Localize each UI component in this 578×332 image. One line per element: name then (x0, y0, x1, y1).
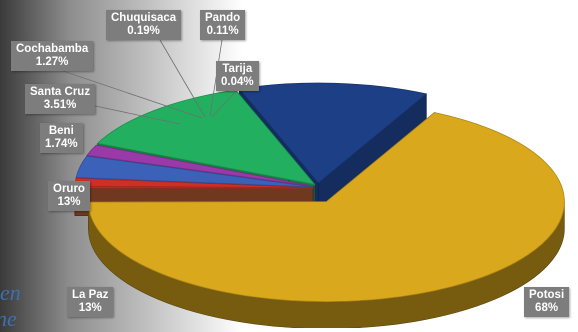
slice-value-beni: 1.74% (45, 138, 78, 151)
slice-value-oruro: 13% (53, 196, 85, 209)
slice-name-santa-cruz: Santa Cruz (30, 86, 90, 99)
slice-name-chuquisaca: Chuquisaca (111, 12, 176, 25)
data-label-chuquisaca: Chuquisaca 0.19% (106, 10, 181, 40)
slice-value-potosi: 68% (529, 302, 564, 315)
background-text-line-1: en (0, 280, 21, 306)
slice-name-tarija: Tarija (221, 63, 254, 76)
slice-name-potosi: Potosi (529, 289, 564, 302)
data-label-potosi: Potosi 68% (524, 287, 569, 317)
slice-name-beni: Beni (45, 125, 78, 138)
slice-value-santa-cruz: 3.51% (30, 99, 90, 112)
slice-value-tarija: 0.04% (221, 76, 254, 89)
data-label-tarija: Tarija 0.04% (216, 61, 259, 91)
data-label-oruro: Oruro 13% (48, 181, 90, 211)
slice-name-pando: Pando (205, 12, 240, 25)
slice-value-chuquisaca: 0.19% (111, 25, 176, 38)
background-text-fragment: en ne (0, 280, 21, 332)
data-label-cochabamba: Cochabamba 1.27% (11, 41, 93, 71)
data-label-beni: Beni 1.74% (40, 123, 83, 153)
data-label-la-paz: La Paz 13% (67, 287, 113, 317)
slice-name-cochabamba: Cochabamba (16, 43, 88, 56)
slice-value-la-paz: 13% (72, 302, 108, 315)
slice-name-la-paz: La Paz (72, 289, 108, 302)
slice-name-oruro: Oruro (53, 183, 85, 196)
background-text-line-2: ne (0, 306, 21, 332)
slice-value-pando: 0.11% (205, 25, 240, 38)
data-label-santa-cruz: Santa Cruz 3.51% (25, 84, 95, 114)
data-label-pando: Pando 0.11% (200, 10, 245, 40)
slice-value-cochabamba: 1.27% (16, 56, 88, 69)
